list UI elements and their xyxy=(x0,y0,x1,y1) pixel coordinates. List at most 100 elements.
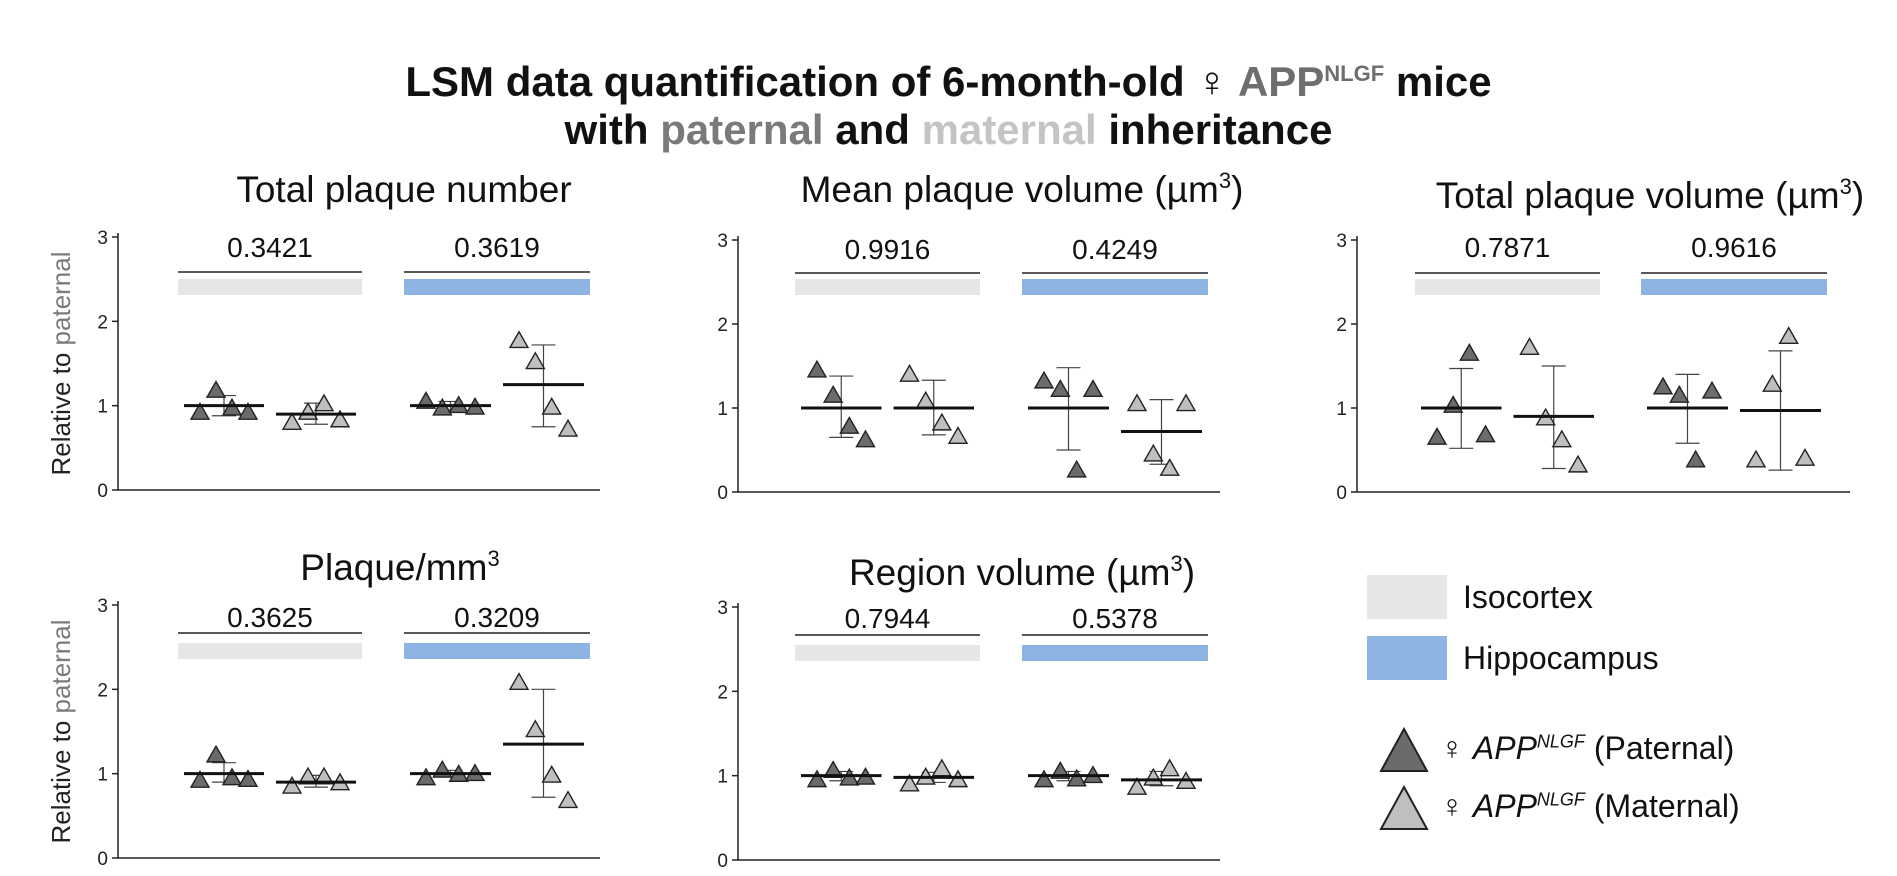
data-point-triangle xyxy=(1143,443,1164,462)
y-tick-label: 2 xyxy=(717,315,728,336)
maternal-triangle-icon xyxy=(1379,784,1429,830)
legend-maternal-sup: NLGF xyxy=(1536,789,1585,810)
data-point-triangle xyxy=(931,412,953,431)
data-group-isocortex-maternal xyxy=(893,758,974,792)
data-point-triangle xyxy=(1442,395,1464,413)
chart-title-text: Mean plaque volume (µm xyxy=(801,169,1219,210)
data-point-triangle xyxy=(313,393,335,412)
y-tick-label: 0 xyxy=(717,483,728,504)
data-point-triangle xyxy=(839,416,860,434)
data-point-triangle xyxy=(1459,342,1480,361)
data-point-triangle xyxy=(508,672,530,691)
data-group-hippocampus-paternal xyxy=(410,759,491,786)
data-point-triangle xyxy=(899,773,920,792)
chart-title-text: Plaque/mm xyxy=(300,547,487,588)
legend-paternal: ♀ APPNLGF (Paternal) xyxy=(1440,730,1734,767)
hippocampus-band xyxy=(1022,645,1208,661)
data-group-isocortex-paternal xyxy=(1421,342,1502,449)
data-point-triangle xyxy=(1701,380,1723,399)
isocortex-band xyxy=(795,279,980,295)
data-group-hippocampus-paternal xyxy=(410,391,491,416)
legend-paternal-suffix: (Paternal) xyxy=(1584,730,1735,766)
figure-title-line1: LSM data quantification of 6-month-old ♀… xyxy=(0,50,1897,106)
data-group-isocortex-paternal xyxy=(184,380,264,420)
data-point-triangle xyxy=(189,402,211,420)
isocortex-swatch xyxy=(1367,575,1447,619)
data-point-triangle xyxy=(205,744,227,763)
p-value-label: 0.7871 xyxy=(1465,232,1551,263)
data-point-triangle xyxy=(1745,449,1767,468)
title-gene: APPNLGF xyxy=(1238,58,1384,105)
figure-title: LSM data quantification of 6-month-old ♀… xyxy=(0,50,1897,154)
chart-title-text: Region volume (µm xyxy=(849,552,1171,593)
chart-title-text: Total plaque volume (µm xyxy=(1436,175,1840,216)
data-point-triangle xyxy=(1033,769,1055,788)
data-group-isocortex-paternal xyxy=(801,359,882,448)
data-point-triangle xyxy=(1126,393,1148,412)
data-group-hippocampus-maternal xyxy=(503,330,584,437)
data-point-triangle xyxy=(541,764,562,783)
title-line2-prefix: with xyxy=(564,106,661,153)
chart-title: Plaque/mm3 xyxy=(300,546,499,588)
y-axis-label: Relative to paternal xyxy=(46,251,76,475)
data-point-triangle xyxy=(806,359,828,378)
y-tick-label: 0 xyxy=(1336,483,1347,504)
data-point-triangle xyxy=(822,384,844,403)
title-paternal: paternal xyxy=(660,106,824,153)
y-axis-label-paternal: paternal xyxy=(46,251,76,345)
data-group-isocortex-paternal xyxy=(184,744,264,788)
title-line1-prefix: LSM data quantification of 6-month-old ♀ xyxy=(405,58,1238,105)
data-group-isocortex-maternal xyxy=(276,766,356,794)
legend-hippocampus: Hippocampus xyxy=(1367,636,1659,680)
p-value-label: 0.3209 xyxy=(454,602,540,633)
data-point-triangle xyxy=(1066,459,1087,478)
data-point-triangle xyxy=(1475,424,1496,443)
chart-title-end: ) xyxy=(1183,552,1195,593)
data-point-triangle xyxy=(1519,337,1540,355)
data-group-isocortex-maternal xyxy=(1513,337,1594,473)
title-line2-and: and xyxy=(823,106,922,153)
hippocampus-swatch xyxy=(1367,636,1447,680)
chart-title-sup: 3 xyxy=(487,546,499,571)
data-point-triangle xyxy=(237,402,259,420)
y-tick-label: 2 xyxy=(97,680,108,701)
y-axis-label: Relative to paternal xyxy=(46,619,76,843)
title-gene-name: APP xyxy=(1237,58,1325,105)
data-point-triangle xyxy=(1669,384,1690,403)
data-point-triangle xyxy=(1685,449,1706,468)
isocortex-band xyxy=(1415,279,1600,295)
legend-maternal-sym: ♀ xyxy=(1440,788,1473,824)
data-point-triangle xyxy=(313,766,335,785)
hippocampus-band xyxy=(404,643,590,659)
data-point-triangle xyxy=(1159,758,1180,777)
chart-title: Total plaque number xyxy=(236,169,571,210)
y-tick-label: 2 xyxy=(1336,315,1347,336)
data-point-triangle xyxy=(1050,379,1071,397)
chart-panel-1: Total plaque number 0 1 2 3 Relative to pater… xyxy=(46,169,600,502)
data-point-triangle xyxy=(822,760,844,779)
p-value-label: 0.7944 xyxy=(845,603,931,634)
data-group-isocortex-paternal xyxy=(801,760,882,788)
isocortex-label: Isocortex xyxy=(1463,578,1593,615)
data-point-triangle xyxy=(1567,454,1589,473)
title-line1-suffix: mice xyxy=(1384,58,1492,105)
y-axis-label-prefix: Relative to xyxy=(46,713,76,843)
chart-title-sup: 3 xyxy=(1219,168,1231,193)
isocortex-band xyxy=(178,643,362,659)
data-point-triangle xyxy=(237,769,259,788)
p-value-label: 0.9916 xyxy=(845,234,931,265)
y-tick-label: 3 xyxy=(97,228,108,249)
chart-title: Total plaque volume (µm3) xyxy=(1436,174,1864,216)
y-tick-label: 1 xyxy=(97,765,108,786)
hippocampus-label: Hippocampus xyxy=(1463,639,1659,676)
y-tick-label: 3 xyxy=(97,596,108,617)
data-point-triangle xyxy=(1652,376,1674,395)
data-point-triangle xyxy=(1426,426,1448,445)
data-group-hippocampus-maternal xyxy=(503,672,584,809)
data-group-isocortex-maternal xyxy=(893,363,974,445)
y-tick-label: 3 xyxy=(717,598,728,619)
p-value-label: 0.9616 xyxy=(1691,232,1777,263)
p-value-label: 0.5378 xyxy=(1072,603,1158,634)
